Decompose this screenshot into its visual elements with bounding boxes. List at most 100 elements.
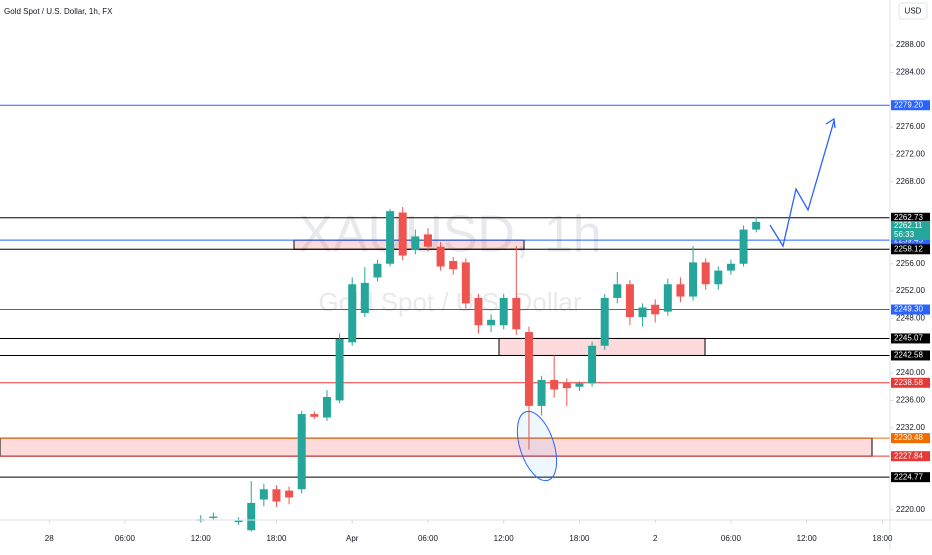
level-label: 2279.20 — [894, 100, 923, 109]
candle-body — [209, 516, 218, 518]
level-tag — [891, 350, 930, 361]
y-tick-label: 2272.00 — [896, 150, 925, 159]
candle-body — [247, 502, 256, 531]
candle-body — [676, 284, 685, 297]
level-label: 2230.48 — [894, 433, 923, 442]
candle-body — [714, 270, 723, 285]
level-label: 2258.12 — [894, 244, 923, 253]
candle-body — [449, 261, 458, 270]
candle-body — [474, 297, 483, 326]
countdown-label: 56:33 — [894, 230, 915, 239]
watermark-name: Gold Spot / U.S. Dollar — [319, 287, 582, 317]
level-tag — [891, 472, 930, 483]
candle-body — [550, 379, 559, 390]
level-label: 2224.77 — [894, 472, 923, 481]
y-tick-label: 2248.00 — [896, 314, 925, 323]
candle-body — [360, 282, 369, 313]
x-tick-label: 06:00 — [115, 534, 136, 543]
arrow-head — [825, 117, 836, 129]
level-tag — [891, 433, 930, 444]
level-tag — [891, 304, 930, 315]
chart-title: Gold Spot / U.S. Dollar, 1h, FX — [4, 7, 113, 16]
candle-body — [600, 297, 609, 346]
candle-body — [625, 284, 634, 318]
candle-body — [663, 284, 672, 312]
candle-body — [752, 222, 761, 230]
last-price-tag — [891, 221, 930, 241]
watermark-symbol: XAUUSD, 1h — [298, 206, 601, 264]
candle-body — [373, 263, 382, 278]
candle-body — [562, 382, 571, 389]
x-tick-label: 12:00 — [797, 534, 818, 543]
currency-label[interactable]: USD — [905, 7, 922, 16]
x-tick-label: 06:00 — [418, 534, 439, 543]
level-tag — [891, 451, 930, 462]
highlight-ellipse — [516, 410, 558, 482]
x-tick-label: 06:00 — [721, 534, 742, 543]
candle-body — [461, 262, 470, 304]
candle-body — [436, 246, 445, 267]
x-tick-label: 18:00 — [569, 534, 590, 543]
candle-body — [310, 414, 319, 417]
candle-body — [411, 236, 420, 251]
candle-body — [487, 319, 496, 326]
candle-body — [234, 520, 243, 523]
level-label: 2238.58 — [894, 378, 923, 387]
candle-body — [524, 332, 533, 406]
projection-arrow — [769, 120, 835, 248]
level-tag — [891, 377, 930, 388]
candle-body — [423, 234, 432, 247]
level-label: 2262.73 — [894, 213, 923, 222]
candle-body — [398, 212, 407, 256]
level-tag — [891, 100, 930, 111]
level-tag — [891, 212, 930, 223]
y-tick-label: 2288.00 — [896, 40, 925, 49]
y-tick-label: 2220.00 — [896, 505, 925, 514]
candle-body — [335, 338, 344, 401]
candle-body — [689, 262, 698, 297]
y-tick-label: 2252.00 — [896, 286, 925, 295]
x-tick-label: 2 — [653, 534, 658, 543]
candle-body — [739, 229, 748, 264]
x-tick-label: 28 — [45, 534, 54, 543]
zone — [293, 239, 525, 250]
candle-body — [272, 489, 281, 502]
y-tick-label: 2236.00 — [896, 396, 925, 405]
y-tick-label: 2232.00 — [896, 423, 925, 432]
y-tick-label: 2284.00 — [896, 68, 925, 77]
candle-body — [512, 297, 521, 330]
level-label: 2249.30 — [894, 305, 923, 314]
x-tick-label: 18:00 — [266, 534, 287, 543]
y-tick-label: 2276.00 — [896, 122, 925, 131]
x-tick-label: 12:00 — [191, 534, 212, 543]
x-tick-label: 18:00 — [872, 534, 893, 543]
level-label: 2242.58 — [894, 351, 923, 360]
candle-body — [259, 489, 268, 500]
candle-body — [348, 284, 357, 343]
candle-body — [322, 397, 331, 418]
y-tick-label: 2268.00 — [896, 177, 925, 186]
level-tag — [891, 244, 930, 255]
x-tick-label: 12:00 — [494, 534, 515, 543]
last-price-label: 2262.11 — [894, 221, 923, 230]
x-tick-label: Apr — [346, 534, 359, 543]
candle-body — [386, 211, 395, 264]
candle-body — [726, 263, 735, 271]
level-label: 2245.07 — [894, 334, 923, 343]
level-label: 2227.84 — [894, 451, 923, 460]
level-tag — [891, 235, 930, 246]
candle-body — [613, 284, 622, 298]
candle-body — [285, 490, 294, 498]
currency-button[interactable] — [898, 2, 928, 20]
candle-body — [575, 383, 584, 387]
y-tick-label: 2240.00 — [896, 368, 925, 377]
candle-body — [537, 379, 546, 406]
candle-body — [651, 304, 660, 315]
candle-body — [701, 262, 710, 285]
candle-body — [638, 307, 647, 318]
y-tick-label: 2256.00 — [896, 259, 925, 268]
candle-body — [297, 414, 306, 490]
candle-body — [499, 297, 508, 326]
level-tag — [891, 333, 930, 344]
